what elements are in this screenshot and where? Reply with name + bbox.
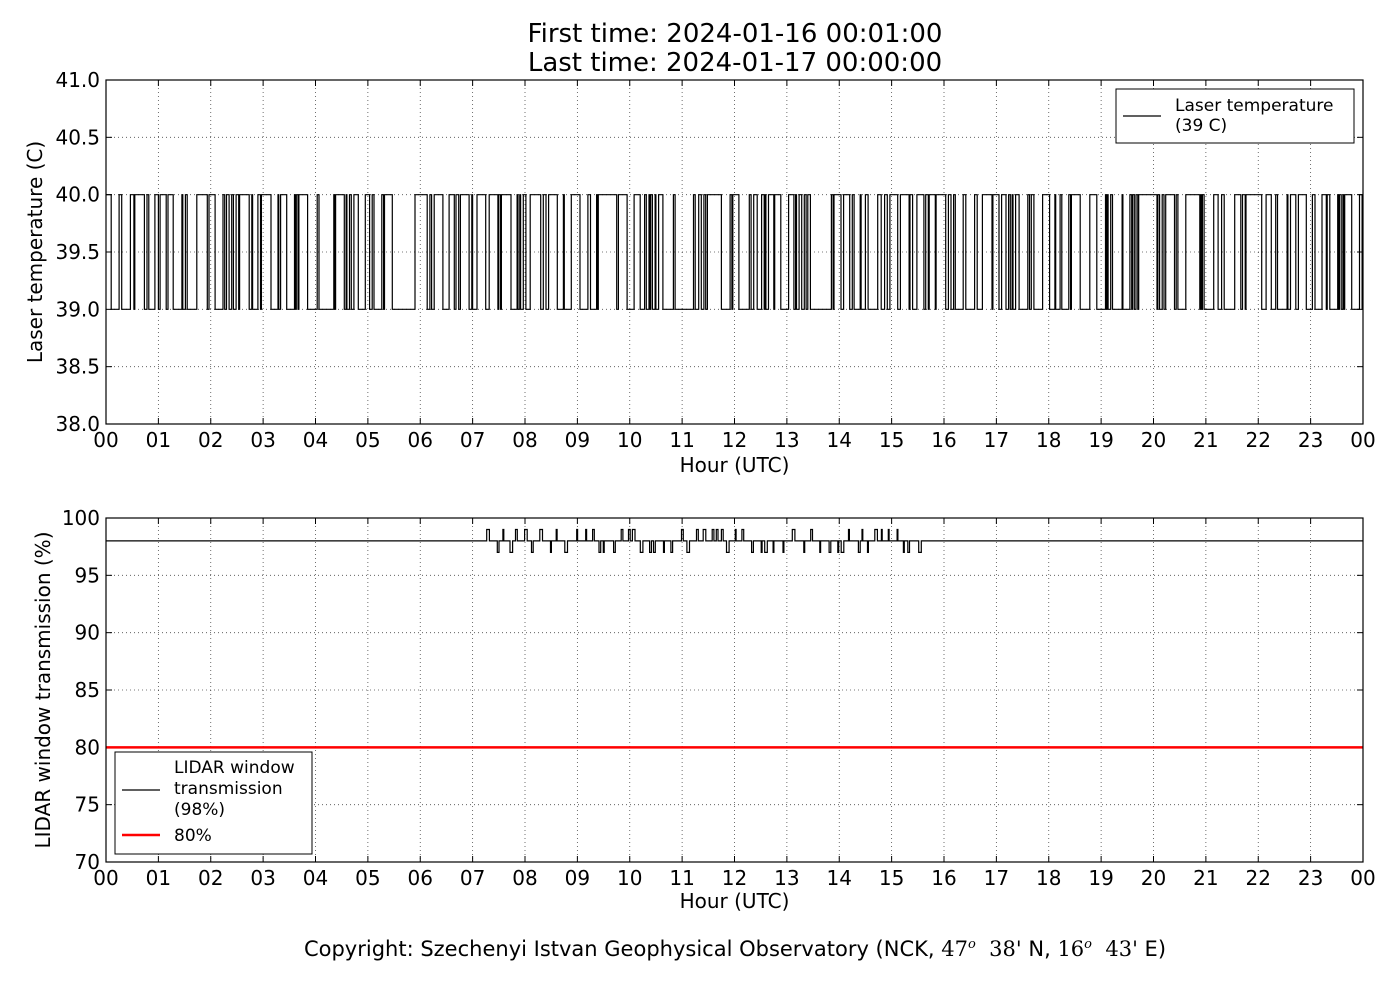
x-tick-label: 01 — [146, 428, 171, 452]
plot-frame — [105, 517, 1364, 863]
x-axis-label: Hour (UTC) — [680, 889, 790, 913]
x-tick-label: 19 — [1088, 866, 1113, 890]
x-tick-label: 06 — [408, 428, 433, 452]
y-tick-label: 95 — [75, 563, 100, 587]
x-tick-label: 19 — [1088, 428, 1113, 452]
longitude-minutes: 43' — [1105, 937, 1138, 961]
x-tick-label: 06 — [408, 866, 433, 890]
x-tick-label: 11 — [669, 866, 694, 890]
x-tick-label: 23 — [1298, 866, 1323, 890]
x-tick-label: 10 — [617, 428, 642, 452]
x-tick-label: 01 — [146, 866, 171, 890]
x-tick-label: 23 — [1298, 428, 1323, 452]
x-tick-label: 11 — [669, 428, 694, 452]
x-axis-label: Hour (UTC) — [680, 453, 790, 477]
y-tick-label: 39.5 — [55, 240, 100, 264]
x-tick-label: 22 — [1246, 428, 1271, 452]
longitude-degree-mark: o — [1084, 937, 1092, 952]
latitude-degrees: 47 — [941, 937, 968, 961]
x-tick-label: 03 — [250, 428, 275, 452]
chart-title-line-1: First time: 2024-01-16 00:01:00 — [527, 19, 943, 49]
x-tick-label: 14 — [827, 428, 852, 452]
y-axis-label: Laser temperature (C) — [23, 141, 47, 363]
y-tick-label: 90 — [75, 621, 100, 645]
x-tick-label: 09 — [565, 428, 590, 452]
x-tick-label: 07 — [460, 428, 485, 452]
x-tick-label: 18 — [1036, 866, 1061, 890]
x-tick-label: 17 — [984, 428, 1009, 452]
latitude-degree-mark: o — [967, 937, 976, 952]
copyright-prefix: Copyright: Szechenyi Istvan Geophysical … — [303, 937, 942, 961]
x-tick-label: 16 — [931, 428, 956, 452]
x-tick-label: 20 — [1141, 428, 1166, 452]
x-tick-label: 20 — [1141, 866, 1166, 890]
x-tick-label: 12 — [722, 866, 747, 890]
y-tick-label: 40.5 — [55, 125, 100, 149]
y-tick-label: 85 — [75, 678, 100, 702]
x-tick-label: 02 — [198, 866, 223, 890]
y-tick-label: 100 — [62, 506, 100, 530]
y-tick-label: 70 — [75, 850, 100, 874]
legend-label-window-transmission: LIDAR window transmission (98%) — [174, 758, 295, 820]
x-tick-label: 08 — [512, 866, 537, 890]
legend: Laser temperature (39 C) — [1115, 88, 1355, 144]
series-laser-temperature-line — [106, 194, 1363, 310]
x-tick-label: 00 — [1350, 866, 1375, 890]
x-tick-label: 15 — [879, 428, 904, 452]
y-tick-label: 41.0 — [55, 68, 100, 92]
x-tick-label: 05 — [355, 428, 380, 452]
longitude-hemisphere: E) — [1144, 937, 1167, 961]
latitude-minutes: 38' — [989, 937, 1022, 961]
series-window-transmission-line — [106, 528, 1363, 553]
y-axis-label: LIDAR window transmission (%) — [31, 532, 55, 849]
y-tick-label: 75 — [75, 793, 100, 817]
x-tick-label: 10 — [617, 866, 642, 890]
x-tick-label: 03 — [250, 866, 275, 890]
x-tick-label: 07 — [460, 866, 485, 890]
latitude-hemisphere: N, — [1028, 937, 1051, 961]
x-tick-label: 02 — [198, 428, 223, 452]
y-tick-label: 38.0 — [55, 412, 100, 436]
longitude-degrees: 16 — [1057, 937, 1085, 961]
x-tick-label: 15 — [879, 866, 904, 890]
y-tick-label: 80 — [75, 735, 100, 759]
x-tick-label: 18 — [1036, 428, 1061, 452]
x-tick-label: 00 — [1350, 428, 1375, 452]
x-tick-label: 21 — [1193, 866, 1218, 890]
y-tick-label: 38.5 — [55, 355, 100, 379]
x-tick-label: 04 — [303, 428, 328, 452]
x-tick-label: 04 — [303, 866, 328, 890]
x-tick-label: 12 — [722, 428, 747, 452]
x-tick-label: 00 — [93, 866, 118, 890]
legend-label-laser-temperature: Laser temperature (39 C) — [1175, 96, 1333, 136]
legend-label-threshold-80: 80% — [174, 826, 212, 846]
x-tick-label: 17 — [984, 866, 1009, 890]
y-tick-label: 39.0 — [55, 297, 100, 321]
plot-area — [106, 528, 1363, 749]
x-tick-label: 13 — [774, 866, 799, 890]
x-tick-label: 05 — [355, 866, 380, 890]
x-tick-label: 09 — [565, 866, 590, 890]
legend: LIDAR window transmission (98%) 80% — [114, 751, 313, 855]
x-tick-label: 00 — [93, 428, 118, 452]
x-tick-label: 08 — [512, 428, 537, 452]
x-tick-label: 14 — [827, 866, 852, 890]
plot-frame — [105, 79, 1364, 425]
chart-panel-2: 00 01 02 03 04 05 06 07 08 09 10 11 12 13 14 15 16 17 18 19… — [31, 506, 1376, 913]
x-tick-label: 13 — [774, 428, 799, 452]
chart-title-line-2: Last time: 2024-01-17 00:00:00 — [527, 48, 943, 78]
x-tick-label: 21 — [1193, 428, 1218, 452]
x-tick-label: 22 — [1246, 866, 1271, 890]
copyright-footer: Copyright: Szechenyi Istvan Geophysical … — [0, 937, 1400, 961]
x-tick-label: 16 — [931, 866, 956, 890]
y-tick-label: 40.0 — [55, 183, 100, 207]
plot-area — [106, 194, 1363, 310]
chart-panel-1: 00 01 02 03 04 05 06 07 08 09 10 11 12 13 14 15 16 17 18 19… — [23, 68, 1376, 477]
legend-box — [114, 751, 313, 855]
